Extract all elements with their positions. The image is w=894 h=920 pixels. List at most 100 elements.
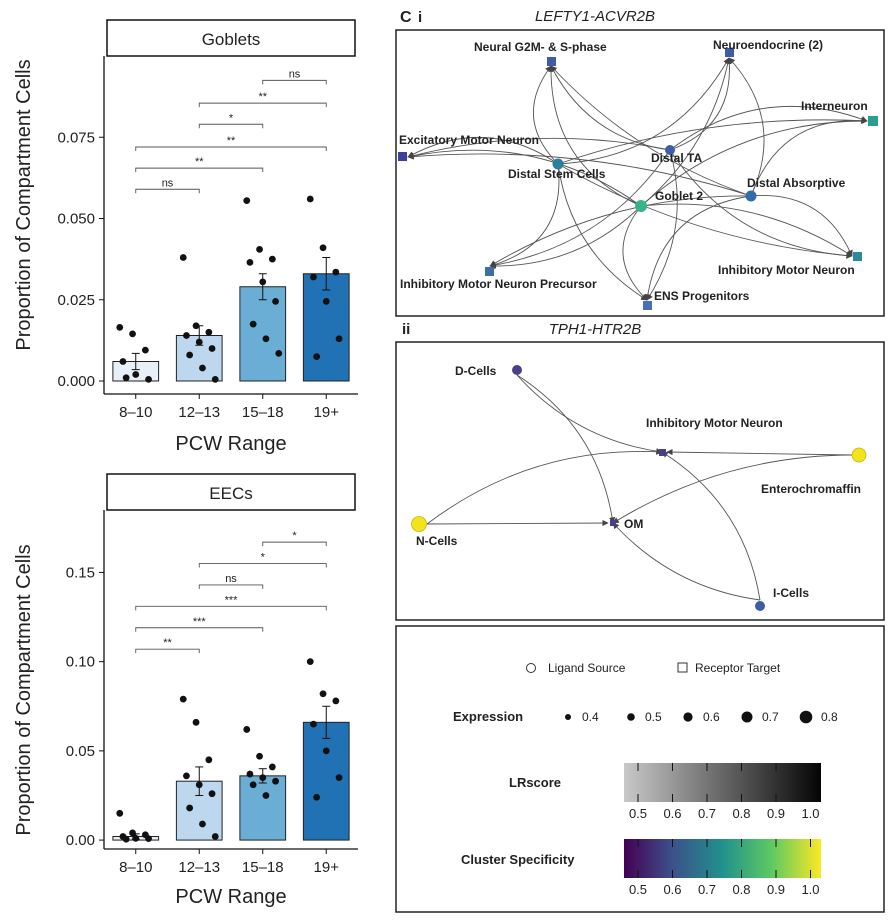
eecs-data-point	[313, 793, 321, 801]
eecs-data-point	[208, 790, 216, 798]
specificity-tick-label: 0.7	[698, 882, 716, 897]
node-neural-g2m	[547, 57, 556, 66]
network-i-edge	[557, 163, 648, 301]
network-i-edge	[750, 195, 853, 257]
goblets-data-point	[205, 328, 213, 336]
eecs-chart: EECs Proportion of Compartment Cells PCW…	[13, 473, 358, 908]
eecs-title: EECs	[209, 484, 252, 503]
goblets-data-point	[116, 323, 124, 331]
goblets-data-point	[183, 332, 190, 339]
specificity-ticks: 0.5 0.6 0.7 0.8 0.9 1.0	[629, 839, 820, 897]
expression-dot-04	[565, 714, 571, 720]
goblets-data-point	[122, 374, 130, 382]
node-inhib-precursor	[485, 267, 494, 276]
goblets-xtick-label: 12–13	[178, 404, 220, 421]
eecs-xtick-label: 19+	[314, 859, 340, 876]
goblets-data-point	[179, 254, 187, 261]
eecs-data-point	[268, 763, 276, 771]
goblets-ytick-label: 0.025	[57, 292, 95, 309]
node-distal-stem	[552, 158, 564, 170]
label-ens-progenitors: ENS Progenitors	[654, 289, 750, 303]
eecs-ytick-label: 0.00	[66, 832, 95, 849]
goblets-data-point	[332, 268, 340, 276]
goblets-ytick-label: 0.000	[57, 373, 95, 390]
label-goblet2: Goblet 2	[655, 189, 703, 203]
network-i-frame	[395, 29, 885, 317]
eecs-sig-label: ***	[193, 616, 207, 628]
goblets-chart: Goblets Proportion of Compartment Cells …	[13, 19, 358, 455]
goblets-data-point	[186, 351, 194, 359]
eecs-data-point	[272, 777, 279, 785]
eecs-data-point	[249, 781, 257, 789]
eecs-xtick-label: 8–10	[119, 859, 152, 876]
eecs-sig-bracket	[135, 648, 200, 654]
node-excitatory	[398, 152, 407, 161]
node-inhib-motor-ii	[659, 449, 666, 456]
specificity-tick-label: 1.0	[801, 882, 819, 897]
goblets-xtick-label: 15–18	[242, 404, 284, 421]
eecs-ytick-label: 0.05	[66, 743, 95, 760]
label-inhib-motor: Inhibitory Motor Neuron	[718, 263, 855, 277]
network-ii-edge	[426, 448, 663, 525]
eecs-data-point	[211, 833, 219, 840]
goblets-data-point	[208, 345, 216, 352]
node-distal-ta	[665, 145, 675, 155]
goblets-data-point	[211, 375, 219, 383]
panel-letter: C	[400, 9, 412, 26]
goblets-data-point	[310, 273, 317, 281]
goblets-data-point	[268, 255, 276, 263]
expression-label-04: 0.4	[582, 710, 599, 724]
goblets-sig-label: **	[258, 91, 267, 103]
eecs-data-point	[145, 835, 152, 843]
goblets-data-point	[243, 197, 251, 205]
goblets-ytick-label: 0.075	[57, 129, 95, 146]
goblets-data-point	[249, 320, 257, 328]
node-neuroendocrine	[725, 48, 734, 57]
lrscore-tick-label: 0.7	[698, 806, 716, 821]
expression-dot-06	[683, 712, 693, 722]
goblets-data-point	[246, 258, 254, 266]
eecs-title-strip	[106, 473, 356, 511]
expression-dot-07	[741, 711, 753, 723]
goblets-data-point	[132, 371, 140, 378]
eecs-ylabel: Proportion of Compartment Cells	[13, 544, 35, 835]
node-om	[610, 520, 616, 526]
network-i-edge	[407, 149, 642, 207]
goblets-xtick-label: 19+	[314, 404, 340, 421]
eecs-plot-area: 0.000.050.100.158–10 12–13 15–18 19+**ns***…	[66, 510, 358, 876]
label-distal-absorptive: Distal Absorptive	[747, 176, 846, 190]
eecs-sig-label: ns	[225, 573, 237, 585]
goblets-bar	[175, 335, 223, 382]
goblets-sig-label: ns	[289, 68, 301, 80]
lrscore-colorbar	[624, 763, 821, 802]
legend-lrscore-title: LRscore	[509, 775, 561, 790]
legend-ligand-marker	[526, 663, 536, 673]
specificity-tick-label: 0.5	[629, 882, 647, 897]
network-ii-edge	[612, 454, 853, 524]
goblets-data-point	[195, 338, 203, 346]
eecs-data-point	[199, 820, 206, 828]
network-i-edge	[622, 205, 648, 301]
network-i-edge	[640, 203, 853, 257]
network-i-edge	[646, 149, 678, 301]
specificity-tick-label: 0.8	[732, 882, 750, 897]
goblets-xlabel: PCW Range	[175, 433, 286, 455]
goblets-sig-bracket	[135, 188, 200, 194]
eecs-xtick-label: 12–13	[178, 859, 220, 876]
eecs-data-point	[122, 835, 130, 843]
network-i-edge	[532, 65, 559, 165]
eecs-sig-label: *	[292, 530, 297, 542]
network-i-edge	[550, 65, 752, 197]
expression-label-05: 0.5	[645, 710, 662, 724]
goblets-bar	[239, 286, 287, 382]
network-i-edge	[547, 65, 642, 207]
eecs-data-point	[192, 718, 200, 726]
label-distal-ta: Distal TA	[651, 151, 702, 165]
goblets-data-point	[259, 278, 267, 286]
network-i-title: LEFTY1-ACVR2B	[535, 8, 655, 25]
goblets-data-point	[272, 297, 279, 305]
goblets-data-point	[313, 353, 321, 361]
goblets-ylabel: Proportion of Compartment Cells	[13, 59, 35, 350]
network-ii-edge	[426, 519, 609, 527]
